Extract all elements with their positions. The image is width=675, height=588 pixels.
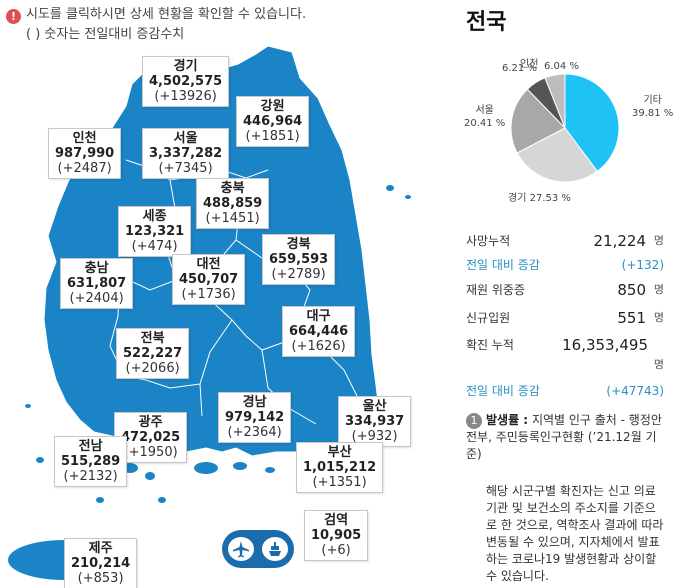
region-gangwon[interactable]: 강원 446,964 (+1851) (236, 96, 310, 147)
region-gyeongnam[interactable]: 경남 979,142 (+2364) (218, 392, 292, 443)
panel-title: 전국 (466, 10, 507, 35)
region-daejeon[interactable]: 대전 450,707 (+1736) (172, 254, 246, 305)
pie-slice-etc (564, 73, 620, 173)
region-gyeonggi[interactable]: 경기 4,502,575 (+13926) (142, 56, 230, 107)
pie-slice-seoul (510, 88, 566, 154)
region-ulsan[interactable]: 울산 334,937 (+932) (338, 396, 412, 447)
region-jeju[interactable]: 제주 210,214 (+853) (64, 538, 138, 588)
stat-deaths-diff: 전일 대비 증감 (+132) (466, 258, 664, 272)
map-notice: ! 시도를 클릭하시면 상세 현황을 확인할 수 있습니다. ( ) 숫자는 전일… (6, 5, 306, 45)
pie-label-etc: 기타 39.81 % (632, 95, 674, 119)
pie-slice-other (544, 73, 566, 129)
ship-icon[interactable] (262, 537, 288, 561)
region-chungnam[interactable]: 충남 631,807 (+2404) (60, 258, 134, 309)
region-daegu[interactable]: 대구 664,446 (+1626) (282, 306, 356, 357)
disclaimer-note: 해당 시군구별 확진자는 신고 의료기관 및 보건소의 주소지를 기준으로 한 … (486, 484, 664, 583)
stat-confirmed-diff: 전일 대비 증감 (+47743) (466, 384, 664, 398)
region-sejong[interactable]: 세종 123,321 (+474) (118, 206, 192, 257)
pie-label-incheon: 6.21 % (502, 63, 537, 74)
pie-slice-gyeonggi (516, 127, 598, 183)
region-gyeongbuk[interactable]: 경북 659,593 (+2789) (262, 234, 336, 285)
airplane-icon[interactable] (228, 537, 254, 561)
pie-label-incheon-name: 인천 (520, 59, 539, 70)
pie-label-other: 6.04 % (544, 61, 579, 72)
pie-label-seoul: 서울 20.41 % (464, 105, 506, 129)
region-share-pie (510, 73, 620, 183)
incidence-note: 1 발생률 : 지역별 인구 출처 - 행정안전부, 주민등록인구현황 (’21.… (466, 413, 662, 461)
info-icon: ! (6, 9, 21, 24)
notice-line1: 시도를 클릭하시면 상세 현황을 확인할 수 있습니다. (26, 7, 307, 22)
region-jeonbuk[interactable]: 전북 522,227 (+2066) (116, 328, 190, 379)
region-jeonnam[interactable]: 전남 515,289 (+2132) (54, 436, 128, 487)
region-seoul[interactable]: 서울 3,337,282 (+7345) (142, 128, 230, 179)
region-chungbuk[interactable]: 충북 488,859 (+1451) (196, 178, 270, 229)
region-incheon[interactable]: 인천 987,990 (+2487) (48, 128, 122, 179)
region-quarantine[interactable]: 검역 10,905 (+6) (304, 510, 369, 561)
stat-new-admission: 신규입원 551 명 (466, 309, 664, 327)
summary-panel: 전국 기타 39.81 % 경기 27.53 % 서울 20.41 % 6.21 %… (452, 0, 675, 588)
stat-critical: 재원 위중증 850 명 (466, 281, 664, 299)
region-busan[interactable]: 부산 1,015,212 (+1351) (296, 442, 384, 493)
quarantine-transport-toggle[interactable] (222, 530, 294, 568)
notice-line2: ( ) 숫자는 전일대비 증감수치 (26, 27, 185, 42)
stat-deaths: 사망누적 21,224 명 (466, 232, 664, 250)
note-number-badge: 1 (466, 413, 482, 429)
pie-label-gyeonggi: 경기 27.53 % (508, 193, 571, 204)
stat-confirmed: 확진 누적 16,353,495 명 (466, 336, 664, 371)
